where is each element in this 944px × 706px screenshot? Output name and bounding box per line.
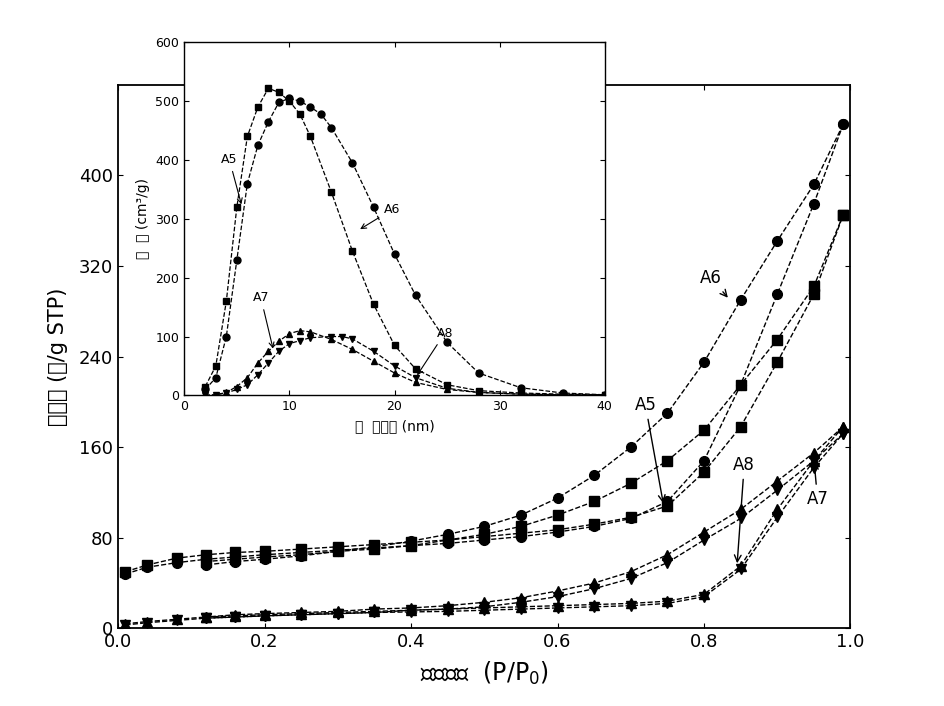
Y-axis label: 吸附量 (㎳/g STP): 吸附量 (㎳/g STP) — [48, 287, 68, 426]
Text: A8: A8 — [733, 456, 754, 562]
X-axis label: 孔  径大小 (nm): 孔 径大小 (nm) — [354, 419, 434, 433]
Text: A8: A8 — [417, 327, 452, 374]
Text: A5: A5 — [633, 396, 665, 502]
Text: A6: A6 — [361, 203, 400, 229]
Text: A7: A7 — [252, 292, 274, 347]
Y-axis label: 孔  容 (cm³/g): 孔 容 (cm³/g) — [136, 179, 150, 259]
X-axis label: 相对压力  (P/P$_0$): 相对压力 (P/P$_0$) — [419, 659, 548, 687]
Text: A7: A7 — [805, 462, 828, 508]
Text: A6: A6 — [700, 269, 726, 297]
Text: A5: A5 — [221, 153, 242, 203]
